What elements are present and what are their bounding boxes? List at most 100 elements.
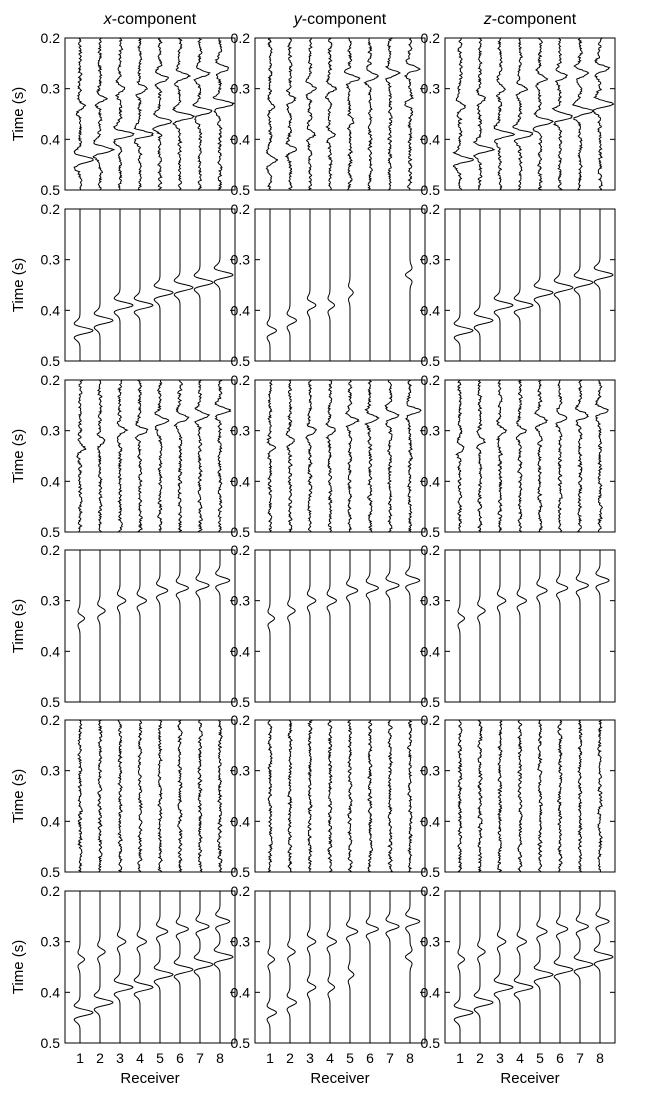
trace-receiver-4 (517, 719, 523, 873)
y-tick-label: 0.3 (421, 423, 441, 439)
y-tick-label: 0.2 (421, 542, 441, 558)
x-tick-label: 7 (196, 1050, 204, 1066)
x-tick-label: 2 (286, 1050, 294, 1066)
trace-receiver-5 (346, 550, 359, 702)
panel-frame (64, 549, 236, 703)
trace-receiver-6 (177, 719, 183, 873)
trace-receiver-8 (405, 550, 421, 702)
y-axis-label: Time (s) (10, 87, 27, 141)
column-titles: x-component y-component z-component (103, 11, 577, 28)
trace-receiver-1 (77, 550, 86, 702)
y-tick-label: 0.5 (421, 1035, 441, 1051)
trace-receiver-3 (306, 550, 317, 702)
panel-frame (64, 208, 236, 362)
trace-receiver-4 (324, 37, 338, 191)
trace-receiver-7 (573, 209, 594, 361)
y-tick-label: 0.4 (421, 643, 441, 659)
y-tick-label: 0.5 (421, 864, 441, 880)
trace-receiver-2 (287, 550, 296, 702)
trace-receiver-6 (171, 37, 196, 191)
trace-receiver-6 (555, 379, 568, 533)
trace-receiver-6 (173, 379, 190, 533)
trace-receiver-3 (306, 209, 317, 361)
y-tick-label: 0.2 (421, 883, 441, 899)
y-tick-label: 0.4 (41, 131, 61, 147)
y-tick-label: 0.3 (231, 934, 251, 950)
trace-receiver-2 (473, 209, 494, 361)
y-tick-label: 0.5 (421, 353, 441, 369)
trace-receiver-2 (93, 891, 114, 1043)
trace-receiver-1 (453, 209, 474, 361)
column-title-rest: -component (302, 11, 387, 28)
panel-frame (64, 719, 236, 873)
trace-receiver-4 (326, 891, 337, 1043)
y-tick-label: 0.4 (41, 473, 61, 489)
trace-receiver-6 (363, 37, 380, 191)
trace-receiver-3 (493, 37, 516, 191)
panel-frame (64, 37, 236, 191)
y-tick-label: 0.2 (421, 372, 441, 388)
trace-receiver-6 (556, 719, 563, 873)
x-tick-label: 6 (366, 1050, 374, 1066)
panel-frame (254, 890, 426, 1044)
x-axis-label: Receiver (500, 1070, 559, 1087)
trace-receiver-8 (593, 891, 614, 1043)
y-tick-label: 0.4 (41, 813, 61, 829)
trace-receiver-7 (577, 719, 583, 873)
y-tick-label: 0.5 (231, 353, 251, 369)
trace-receiver-6 (173, 209, 194, 361)
trace-receiver-4 (133, 209, 154, 361)
trace-receiver-1 (266, 209, 278, 361)
trace-receiver-1 (267, 550, 276, 702)
column-title-italic: x (103, 11, 113, 28)
trace-receiver-3 (493, 891, 514, 1043)
x-axis-label: Receiver (120, 1070, 179, 1087)
y-tick-label: 0.3 (421, 81, 441, 97)
trace-receiver-5 (156, 550, 169, 702)
trace-receiver-6 (364, 379, 380, 533)
trace-receiver-8 (594, 379, 609, 533)
x-tick-label: 3 (306, 1050, 314, 1066)
column-title: y-component (293, 11, 387, 28)
panel-frame (254, 719, 426, 873)
panel-frame (254, 208, 426, 362)
y-axis-label: Time (s) (10, 940, 27, 994)
y-tick-label: 0.2 (231, 30, 251, 46)
trace-receiver-2 (477, 550, 486, 702)
trace-receiver-7 (193, 891, 214, 1043)
y-tick-label: 0.5 (41, 182, 61, 198)
y-tick-label: 0.3 (231, 763, 251, 779)
x-tick-label: 8 (406, 1050, 414, 1066)
trace-receiver-7 (384, 37, 402, 191)
y-tick-label: 0.4 (421, 473, 441, 489)
y-tick-label: 0.5 (231, 524, 251, 540)
trace-receiver-2 (92, 37, 116, 191)
x-tick-label: 2 (476, 1050, 484, 1066)
y-tick-label: 0.2 (41, 201, 61, 217)
y-tick-label: 0.5 (421, 182, 441, 198)
trace-receiver-5 (536, 550, 548, 702)
column-title-rest: -component (112, 11, 197, 28)
x-tick-label: 8 (216, 1050, 224, 1066)
trace-receiver-8 (213, 209, 234, 361)
y-tick-label: 0.2 (421, 201, 441, 217)
y-tick-label: 0.2 (41, 542, 61, 558)
x-tick-label: 4 (136, 1050, 144, 1066)
trace-receiver-4 (134, 379, 149, 533)
trace-receiver-5 (152, 37, 173, 191)
panel-r2-c1: 0.2 0.3 0.4 0.5 Time (s) (10, 201, 236, 369)
y-tick-label: 0.2 (41, 30, 61, 46)
trace-receiver-7 (384, 379, 400, 533)
trace-receiver-7 (195, 550, 210, 702)
y-tick-label: 0.3 (41, 763, 61, 779)
y-tick-label: 0.2 (231, 201, 251, 217)
trace-receiver-8 (215, 550, 231, 702)
x-tick-label: 5 (536, 1050, 544, 1066)
trace-receiver-8 (404, 891, 421, 1043)
panel-frame (254, 379, 426, 533)
trace-receiver-5 (533, 891, 554, 1043)
y-tick-label: 0.3 (231, 423, 251, 439)
trace-receiver-3 (113, 209, 134, 361)
x-tick-label: 4 (516, 1050, 524, 1066)
